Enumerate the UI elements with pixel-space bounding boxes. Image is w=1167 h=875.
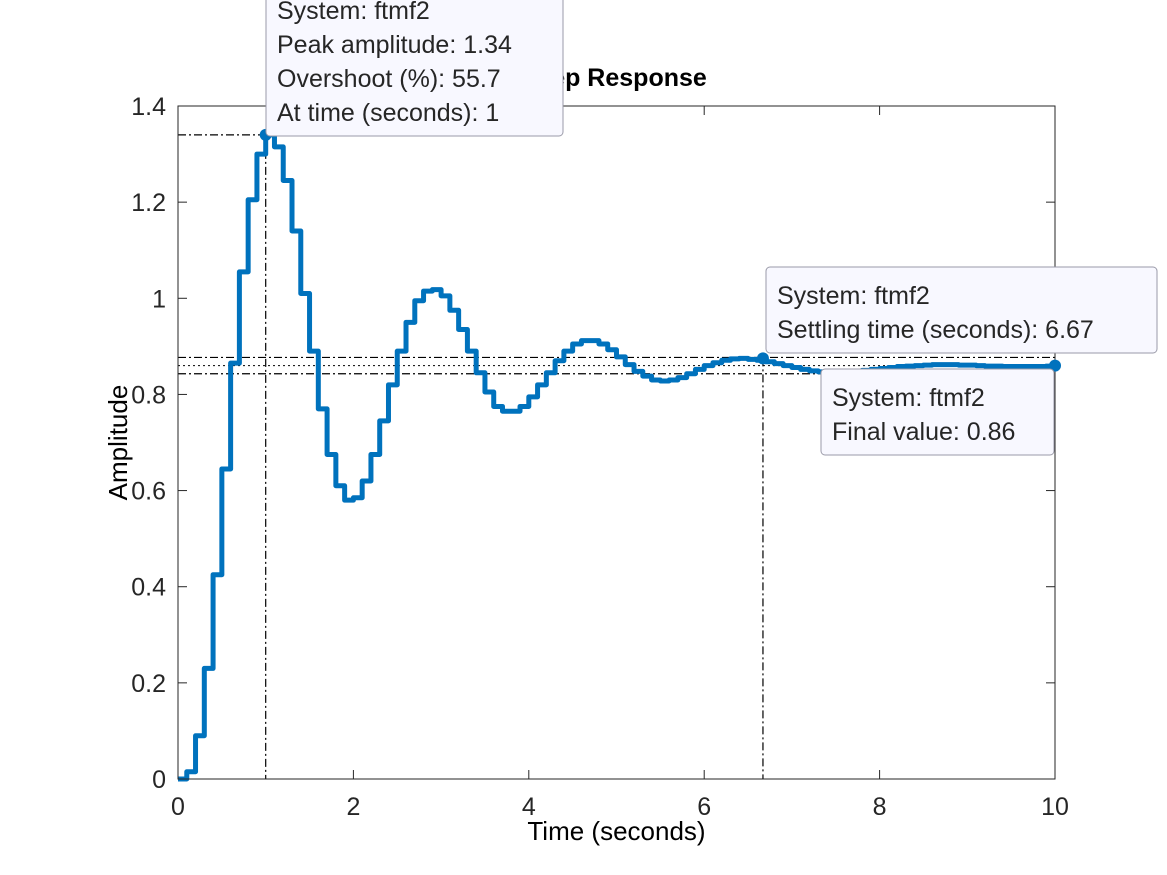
peak-datatip-line: At time (seconds): 1 <box>277 99 499 127</box>
y-axis-label: Amplitude <box>103 385 133 501</box>
x-tick-label: 10 <box>1041 793 1069 821</box>
characteristic-markers <box>259 128 1061 372</box>
peak-datatip-line: Overshoot (%): 55.7 <box>277 65 501 93</box>
final-datatip-box <box>820 368 1055 456</box>
settling-datatip-box <box>765 266 1158 354</box>
peak-datatip-line: Peak amplitude: 1.34 <box>277 31 512 59</box>
settling-marker <box>756 352 769 365</box>
x-tick-label: 6 <box>697 793 711 821</box>
x-tick-label: 8 <box>873 793 887 821</box>
x-tick-label: 4 <box>522 793 536 821</box>
y-tick-label: 1.4 <box>131 93 166 121</box>
y-tick-label: 0.2 <box>131 670 166 698</box>
final-value-marker <box>1049 359 1061 372</box>
final-datatip-line: Final value: 0.86 <box>832 418 1015 446</box>
y-tick-label: 0.4 <box>131 574 166 602</box>
tick-layer: 0 2 4 6 8 10 0 0.2 0.4 0.6 0.8 1 1.2 1.4 <box>131 93 1069 821</box>
y-tick-label: 0.6 <box>131 478 166 506</box>
y-tick-label: 0 <box>152 766 166 794</box>
datatips-layer: System: ftmf2 Peak amplitude: 1.34 Oversho… <box>265 0 1158 456</box>
settling-datatip: System: ftmf2 Settling time (seconds): 6.… <box>765 266 1158 354</box>
settling-datatip-line: Settling time (seconds): 6.67 <box>777 316 1094 344</box>
x-tick-label: 0 <box>171 793 185 821</box>
y-tick-label: 0.8 <box>131 381 166 409</box>
axes-box <box>177 105 1056 780</box>
y-tick-label: 1 <box>152 285 166 313</box>
x-axis-label: Time (seconds) <box>527 816 705 846</box>
peak-datatip-box <box>265 0 564 137</box>
y-tick-label: 1.2 <box>131 189 166 217</box>
series-layer <box>178 132 1058 782</box>
peak-datatip-line: System: ftmf2 <box>277 0 430 25</box>
final-datatip: System: ftmf2 Final value: 0.86 <box>820 368 1055 456</box>
settling-datatip-line: System: ftmf2 <box>777 282 930 310</box>
final-datatip-line: System: ftmf2 <box>832 384 985 412</box>
series-line <box>178 132 1058 782</box>
peak-datatip: System: ftmf2 Peak amplitude: 1.34 Oversho… <box>265 0 564 137</box>
x-tick-label: 2 <box>346 793 360 821</box>
